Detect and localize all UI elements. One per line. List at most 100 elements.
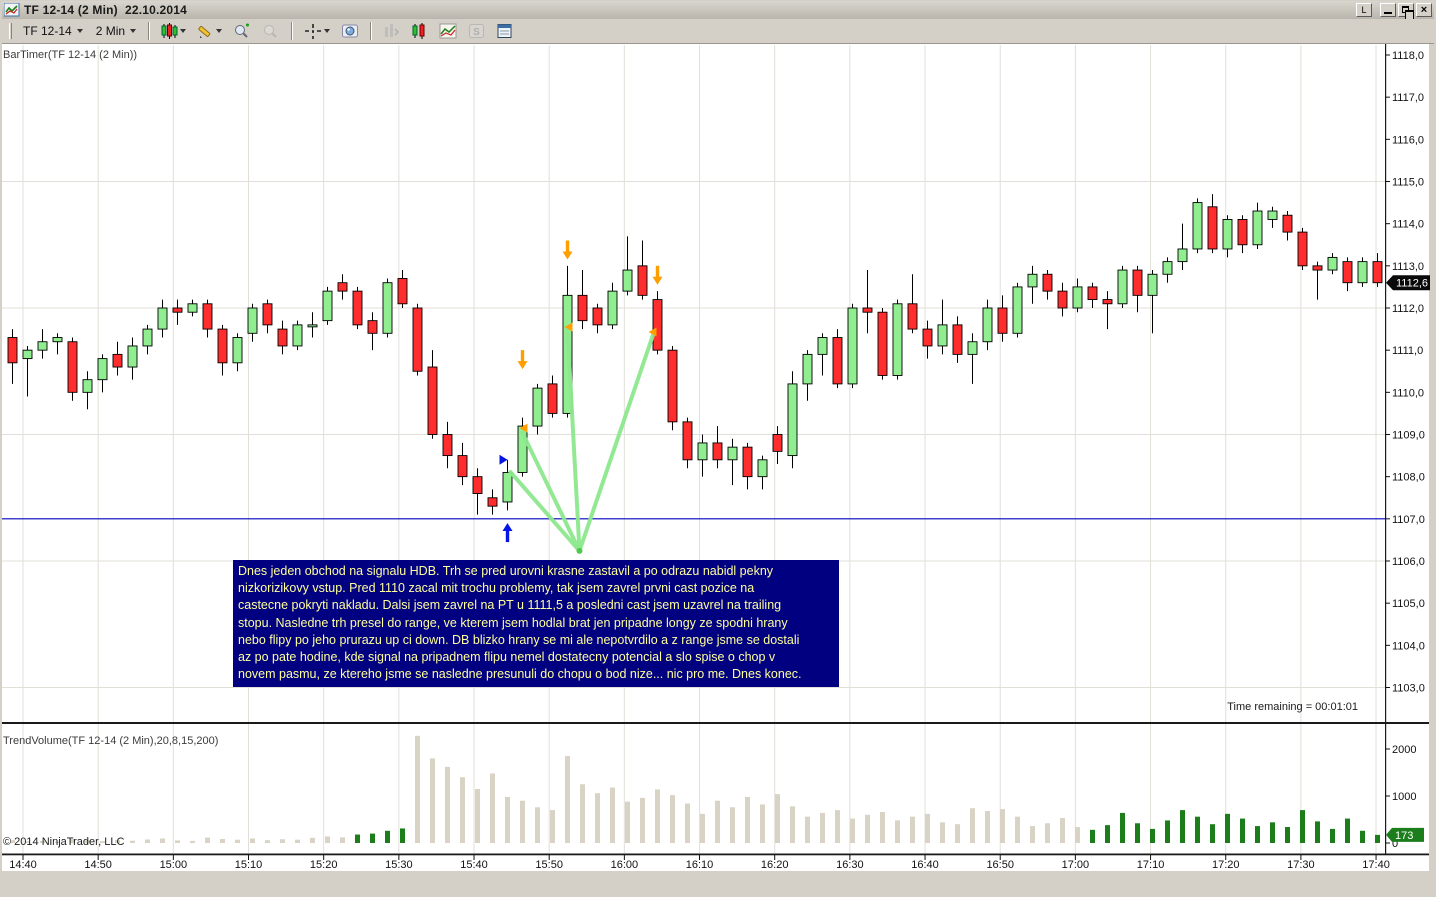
minimize-button[interactable] <box>1380 3 1396 17</box>
trend-line[interactable] <box>508 470 582 553</box>
drawing-tools-button[interactable] <box>193 20 226 42</box>
time-axis-label: 15:30 <box>385 859 413 871</box>
indicators-button[interactable] <box>435 20 461 42</box>
volume-bar <box>400 828 405 843</box>
price-axis-label: 1105,0 <box>1392 598 1425 610</box>
volume-bar <box>1030 826 1035 843</box>
candle <box>937 324 948 347</box>
price-axis-label: 1113,0 <box>1392 261 1424 273</box>
time-axis-label: 14:50 <box>84 859 112 871</box>
volume-bar <box>385 830 390 843</box>
price-axis-label: 1114,0 <box>1392 219 1424 231</box>
toolbar-separator <box>370 22 373 40</box>
trend-line-anchor[interactable] <box>576 547 583 554</box>
candle <box>742 446 753 478</box>
volume-bar <box>25 841 30 843</box>
candle <box>1102 299 1113 305</box>
price-axis-label: 1104,0 <box>1392 640 1425 652</box>
volume-bar <box>1075 827 1080 843</box>
candle <box>232 337 243 364</box>
volume-bar <box>160 838 165 843</box>
volume-bar <box>895 820 900 843</box>
volume-bar <box>595 793 600 843</box>
price-axis-label: 1107,0 <box>1392 514 1425 526</box>
volume-bar <box>610 787 615 843</box>
zoom-in-button[interactable] <box>229 20 255 42</box>
last-volume-marker <box>1386 827 1424 842</box>
candle <box>1177 248 1188 263</box>
strategies-button: S <box>464 20 489 42</box>
time-axis-label: 16:50 <box>986 859 1014 871</box>
chevron-down-icon <box>180 29 187 33</box>
chart-type-button[interactable] <box>407 20 432 42</box>
note-line: castecne pokryti nakladu. Dalsi jsem zav… <box>238 598 782 613</box>
note-line: nizkorizikovy vstup. Pred 1110 zacal mit… <box>238 581 755 596</box>
time-axis-label: 14:40 <box>9 859 37 871</box>
instrument-selector[interactable]: TF 12-14 <box>18 22 88 40</box>
volume-bar <box>205 837 210 843</box>
candle <box>997 307 1008 334</box>
volume-bar <box>640 797 645 843</box>
candle <box>1312 265 1323 271</box>
chart-note-annotation[interactable]: Dnes jeden obchod na signalu HDB. Trh se… <box>233 560 839 687</box>
candle <box>1207 206 1218 250</box>
volume-bar <box>790 806 795 843</box>
candle <box>277 328 288 347</box>
volume-bar <box>310 837 315 843</box>
panel-divider[interactable] <box>2 722 1429 724</box>
price-axis-label: 1108,0 <box>1392 472 1425 484</box>
volume-bar <box>745 796 750 843</box>
trend-line[interactable] <box>520 430 582 553</box>
restore-button[interactable] <box>1398 3 1414 20</box>
candle <box>1282 214 1293 233</box>
candle <box>1297 231 1308 267</box>
volume-bar <box>760 804 765 843</box>
candle <box>1072 286 1083 309</box>
close-button[interactable]: × <box>1416 3 1432 17</box>
price-axis-label: 1109,0 <box>1392 430 1425 442</box>
chart-style-button[interactable] <box>157 20 190 42</box>
volume-bar <box>235 839 240 843</box>
time-axis-label: 15:50 <box>535 859 563 871</box>
time-axis-label: 15:10 <box>235 859 263 871</box>
properties-button[interactable] <box>492 20 517 42</box>
trend-line[interactable] <box>577 332 655 553</box>
candle <box>682 421 693 461</box>
chevron-down-icon <box>216 29 223 33</box>
snapshot-button[interactable] <box>337 20 363 42</box>
candle <box>577 294 588 322</box>
candle <box>1027 273 1038 288</box>
candle <box>1252 210 1263 246</box>
time-axis-label: 16:00 <box>611 859 639 871</box>
candle <box>322 290 333 322</box>
execution-marker <box>564 322 573 332</box>
volume-bar <box>520 800 525 843</box>
link-button[interactable]: L <box>1356 3 1372 17</box>
chart-app-icon <box>4 3 20 17</box>
volume-bar <box>1135 823 1140 843</box>
toolbar-grip[interactable] <box>9 23 12 39</box>
candle <box>817 337 828 355</box>
candle <box>532 387 543 427</box>
candle <box>772 434 783 452</box>
trend-line[interactable] <box>565 327 582 553</box>
title-bar[interactable]: TF 12-14 (2 Min) 22.10.2014 L × <box>2 1 1434 20</box>
time-axis-label: 17:10 <box>1137 859 1165 871</box>
volume-bar <box>430 758 435 843</box>
toolbar-separator <box>291 22 294 40</box>
candle <box>292 324 303 347</box>
chevron-down-icon <box>130 29 137 33</box>
candle <box>1147 273 1158 296</box>
volume-bar <box>1255 826 1260 843</box>
time-axis-label: 17:20 <box>1212 859 1240 871</box>
up-arrow-marker <box>505 530 510 543</box>
crosshair-button[interactable] <box>300 20 334 42</box>
candle <box>667 349 678 423</box>
interval-selector[interactable]: 2 Min <box>91 22 141 40</box>
volume-bar <box>10 840 15 843</box>
time-axis-label: 17:40 <box>1362 859 1390 871</box>
volume-bar <box>550 810 555 843</box>
last-price-marker-label: 1112,6 <box>1396 278 1428 290</box>
volume-bar <box>175 840 180 843</box>
